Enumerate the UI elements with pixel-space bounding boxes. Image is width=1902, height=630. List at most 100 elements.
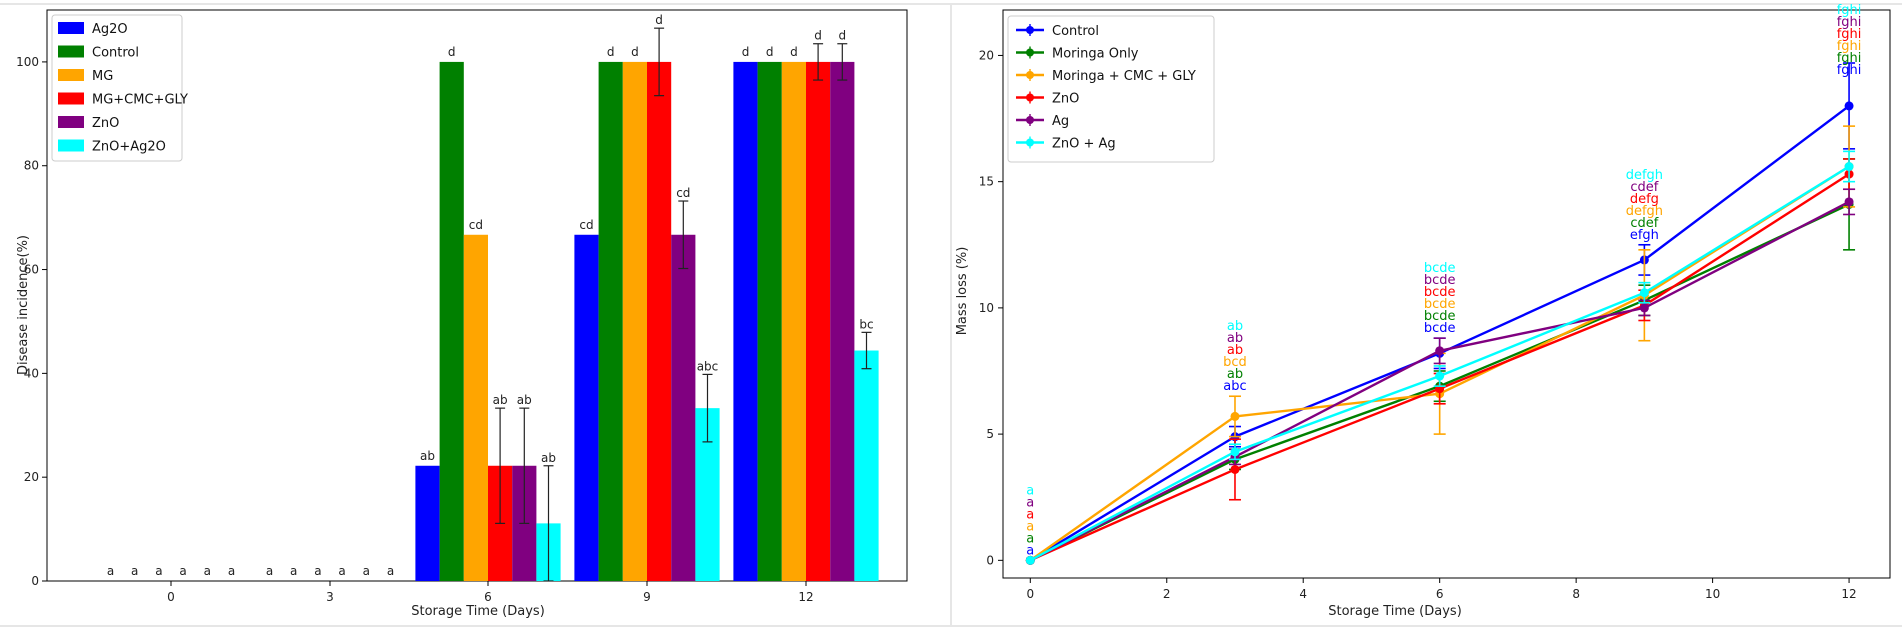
line-significance-label: efgh: [1630, 228, 1659, 243]
bar-significance-label: ab: [541, 451, 556, 465]
line-significance-label: abc: [1223, 379, 1246, 394]
bar: [439, 61, 464, 581]
disease-incidence-bar-chart: Disease incidence(%) Storage Time (Days)…: [16, 9, 908, 619]
bar-xtick-label: 0: [167, 590, 175, 604]
bar-significance-label: d: [631, 45, 639, 59]
line-significance-label: fghi: [1837, 63, 1862, 78]
bar-significance-label: a: [131, 564, 138, 578]
bar-significance-label: a: [204, 564, 211, 578]
bar-chart-xlabel: Storage Time (Days): [411, 604, 545, 619]
bar: [830, 61, 855, 581]
data-point: [1230, 447, 1240, 457]
bar-significance-label: d: [448, 45, 456, 59]
bar: [622, 61, 647, 581]
line-significance-label: bcde: [1424, 321, 1456, 336]
line-legend-frame: [1007, 15, 1215, 163]
line-legend-label: ZnO + Ag: [1052, 137, 1116, 152]
line-chart-frame: [1002, 9, 1891, 579]
line-xtick-label: 8: [1572, 587, 1580, 601]
bar-significance-label: d: [607, 45, 615, 59]
line-significance-label: a: [1026, 531, 1034, 546]
bar-significance-label: d: [655, 13, 663, 27]
bar-significance-label: a: [155, 564, 162, 578]
bar-significance-label: ab: [420, 449, 435, 463]
bar: [854, 350, 879, 581]
bar-legend-label: Control: [92, 46, 139, 61]
bar-ytick-label: 100: [16, 55, 39, 69]
line-significance-label: fghi: [1837, 3, 1862, 18]
bar: [415, 465, 440, 581]
bar-significance-label: a: [387, 564, 394, 578]
bar-significance-label: a: [338, 564, 345, 578]
bar: [806, 61, 831, 581]
line-legend-label: Ag: [1052, 114, 1069, 129]
bar-legend-label: ZnO+Ag2O: [92, 140, 166, 155]
line-significance-label: bcde: [1424, 285, 1456, 300]
line-legend-label: Control: [1052, 24, 1099, 39]
bar-legend-swatch: [58, 139, 84, 152]
line-chart-ylabel: Mass loss (%): [955, 247, 970, 336]
data-point: [1435, 346, 1445, 356]
line-significance-label: defgh: [1626, 204, 1663, 219]
bar-significance-label: a: [363, 564, 370, 578]
bar-legend-label: MG+CMC+GLY: [92, 93, 188, 108]
bar-significance-label: a: [314, 564, 321, 578]
bar-significance-label: cd: [469, 218, 483, 232]
bar-significance-label: d: [742, 45, 750, 59]
line-chart-xlabel: Storage Time (Days): [1328, 604, 1462, 619]
line-xtick-label: 6: [1436, 587, 1444, 601]
line-significance-label: bcde: [1424, 261, 1456, 276]
bar: [574, 234, 599, 581]
bar-significance-label: abc: [697, 359, 719, 373]
line-significance-label: ab: [1227, 331, 1243, 346]
bar-chart-ylabel: Disease incidence(%): [16, 235, 31, 375]
line-significance-label: bcde: [1424, 309, 1456, 324]
bar-significance-label: cd: [676, 186, 690, 200]
bar-significance-label: a: [228, 564, 235, 578]
bar-legend-frame: [51, 14, 183, 162]
line-legend-label: ZnO: [1052, 92, 1079, 107]
bar-legend-swatch: [58, 116, 84, 128]
bar: [733, 61, 758, 581]
line-significance-label: a: [1026, 519, 1034, 534]
bar-xtick-label: 9: [643, 590, 651, 604]
data-point: [1230, 464, 1240, 474]
line-significance-label: a: [1026, 495, 1034, 510]
bar-ytick-label: 60: [24, 263, 39, 277]
line-xtick-label: 12: [1841, 587, 1856, 601]
line-significance-label: fghi: [1837, 51, 1862, 66]
bar-significance-label: a: [266, 564, 273, 578]
data-point: [1025, 555, 1035, 565]
line-ytick-label: 5: [986, 427, 994, 441]
line-ytick-label: 20: [979, 48, 994, 62]
bar-xtick-label: 3: [326, 590, 334, 604]
line-ytick-label: 15: [979, 175, 994, 189]
bar-legend-swatch: [58, 92, 84, 105]
line-xtick-label: 2: [1163, 587, 1171, 601]
line-legend-label: Moringa + CMC + GLY: [1052, 69, 1196, 84]
bar: [463, 234, 488, 581]
line-significance-label: fghi: [1837, 27, 1862, 42]
bar-ytick-label: 0: [31, 574, 39, 588]
line-significance-label: cdef: [1630, 180, 1658, 195]
line-significance-label: bcde: [1424, 297, 1456, 312]
bar-significance-label: cd: [579, 218, 593, 232]
line-legend-label: Moringa Only: [1052, 47, 1139, 62]
line-significance-label: defg: [1630, 192, 1659, 207]
bar-legend-label: MG: [92, 69, 113, 84]
bar-significance-label: d: [838, 29, 846, 43]
line-significance-label: bcde: [1424, 273, 1456, 288]
data-point: [1844, 101, 1854, 111]
bar-significance-label: d: [814, 29, 822, 43]
bar-legend-swatch: [58, 45, 84, 58]
line-xtick-label: 0: [1026, 587, 1034, 601]
data-point: [1844, 162, 1854, 172]
line-significance-label: a: [1026, 543, 1034, 558]
bar-legend-swatch: [58, 69, 84, 81]
line-ytick-label: 10: [979, 301, 994, 315]
line-significance-label: defgh: [1626, 168, 1663, 183]
bar: [598, 61, 623, 581]
line-significance-label: fghi: [1837, 15, 1862, 30]
bar-significance-label: ab: [517, 393, 532, 407]
bar: [781, 61, 806, 581]
